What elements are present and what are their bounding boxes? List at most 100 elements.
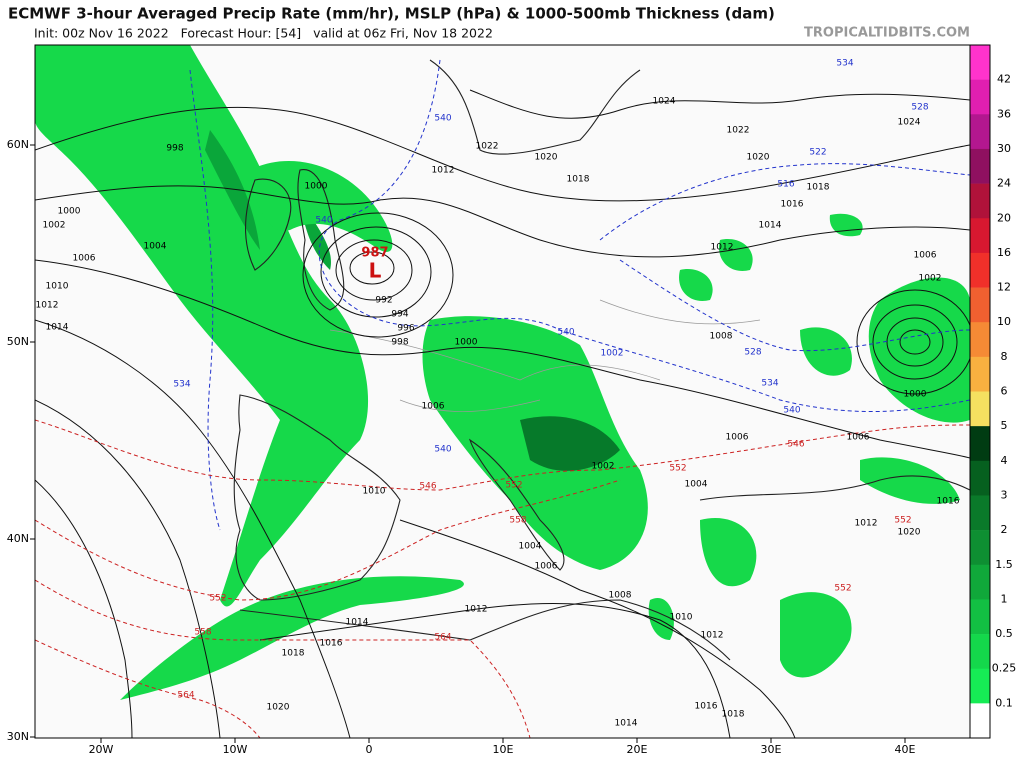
colorbar-swatch <box>970 183 990 219</box>
isobar-label: 1006 <box>422 402 445 412</box>
colorbar-swatch <box>970 564 990 600</box>
coastline <box>245 169 345 311</box>
isobar-label: 1004 <box>519 542 542 552</box>
thickness-line <box>35 479 621 601</box>
colorbar-swatch <box>970 599 990 635</box>
low-pressure-value: 987 <box>361 246 388 261</box>
thickness-label: 522 <box>809 148 826 158</box>
isobar-label: 1018 <box>722 710 745 720</box>
colorbar-label: 12 <box>997 281 1011 294</box>
colorbar-swatch <box>970 252 990 288</box>
colorbar-label: 36 <box>997 107 1011 120</box>
isobar-label: 1018 <box>807 183 830 193</box>
colorbar-frame <box>969 44 991 739</box>
isobar <box>35 185 970 258</box>
thickness-label: 558 <box>509 516 526 526</box>
isobar-label: 1014 <box>346 618 369 628</box>
thickness-label: 540 <box>557 328 574 338</box>
thickness-label: 552 <box>834 584 851 594</box>
coastline <box>699 475 970 501</box>
isobar-label: 1002 <box>592 462 615 472</box>
colorbar-swatch <box>970 668 990 704</box>
colorbar-label: 5 <box>1001 419 1008 432</box>
isobar-label: 1018 <box>282 649 305 659</box>
thickness-label: 552 <box>505 481 522 491</box>
isobar <box>35 106 970 202</box>
isobar-label: 1004 <box>144 242 167 252</box>
lat-label: 30N <box>7 730 29 743</box>
coastline <box>239 599 731 661</box>
isobar-label: 1002 <box>43 221 66 231</box>
isobar-label: 1000 <box>58 207 81 217</box>
colorbar-label: 1 <box>1001 592 1008 605</box>
thickness-label: 516 <box>777 180 794 190</box>
colorbar-label: 8 <box>1001 350 1008 363</box>
isobar-label: 1024 <box>653 97 676 107</box>
isobar-label: 992 <box>375 296 392 306</box>
colorbar-label: 3 <box>1001 488 1008 501</box>
colorbar-label: 4 <box>1001 454 1008 467</box>
isobar <box>302 212 454 338</box>
isobar-label: 1020 <box>267 703 290 713</box>
thickness-line <box>189 69 221 531</box>
colorbar-label: 24 <box>997 177 1011 190</box>
isobar <box>35 319 351 738</box>
thickness-label: 546 <box>419 482 436 492</box>
lat-label: 40N <box>7 532 29 545</box>
lon-label: 30E <box>761 743 782 756</box>
coastline <box>468 438 565 571</box>
isobar-label: 1008 <box>710 332 733 342</box>
precip-area <box>35 45 369 607</box>
isobar-label: 1000 <box>455 338 478 348</box>
precip-area <box>648 327 960 678</box>
isobar-label: 1012 <box>432 166 455 176</box>
isobar <box>35 399 221 738</box>
title: ECMWF 3-hour Averaged Precip Rate (mm/hr… <box>8 5 775 23</box>
isobars <box>35 89 970 738</box>
lon-label: 10E <box>493 743 514 756</box>
thickness-label: 540 <box>434 114 451 124</box>
isobar-label: 998 <box>166 144 183 154</box>
isobar <box>399 519 796 738</box>
isobar-label: 1010 <box>46 282 69 292</box>
isobar <box>35 479 133 738</box>
isobar-label: 1024 <box>898 118 921 128</box>
isobar-label: 1006 <box>73 254 96 264</box>
precip-area <box>520 416 620 471</box>
colorbar-swatch <box>970 703 990 739</box>
colorbar-swatch <box>970 460 990 496</box>
isobar-label: 1012 <box>36 301 59 311</box>
isobar-label: 1000 <box>305 182 328 192</box>
isobar <box>856 289 970 395</box>
isobar-label: 1010 <box>363 487 386 497</box>
isobar-label: 1012 <box>701 631 724 641</box>
thickness-label: 1002 <box>601 349 624 359</box>
isobar-label: 1014 <box>759 221 782 231</box>
thickness-label: 564 <box>177 691 194 701</box>
thickness-label: 534 <box>173 380 190 390</box>
isobar-label: 1016 <box>937 497 960 507</box>
colorbar-swatch <box>970 114 990 150</box>
isobar-label: 1016 <box>320 639 343 649</box>
colorbar-label: 2 <box>1001 523 1008 536</box>
lon-label: 20E <box>627 743 648 756</box>
colorbar-swatch <box>970 148 990 184</box>
low-symbol: L <box>369 259 382 283</box>
lon-label: 40E <box>895 743 916 756</box>
thickness-label: 540 <box>315 216 332 226</box>
isobar-label: 1014 <box>46 323 69 333</box>
isobar <box>886 317 944 367</box>
thickness-label: 564 <box>434 633 451 643</box>
isobar-label: 1020 <box>747 153 770 163</box>
isobar-label: 1006 <box>535 562 558 572</box>
isobar-label: 1018 <box>567 175 590 185</box>
lon-label: 20W <box>89 743 114 756</box>
isobar-label: 1006 <box>914 251 937 261</box>
colorbar-swatch <box>970 530 990 566</box>
isobar-label: 1006 <box>847 433 870 443</box>
coastlines <box>233 59 970 661</box>
isobar <box>320 226 432 318</box>
lon-label: 10W <box>223 743 248 756</box>
isobar-label: 1016 <box>781 200 804 210</box>
